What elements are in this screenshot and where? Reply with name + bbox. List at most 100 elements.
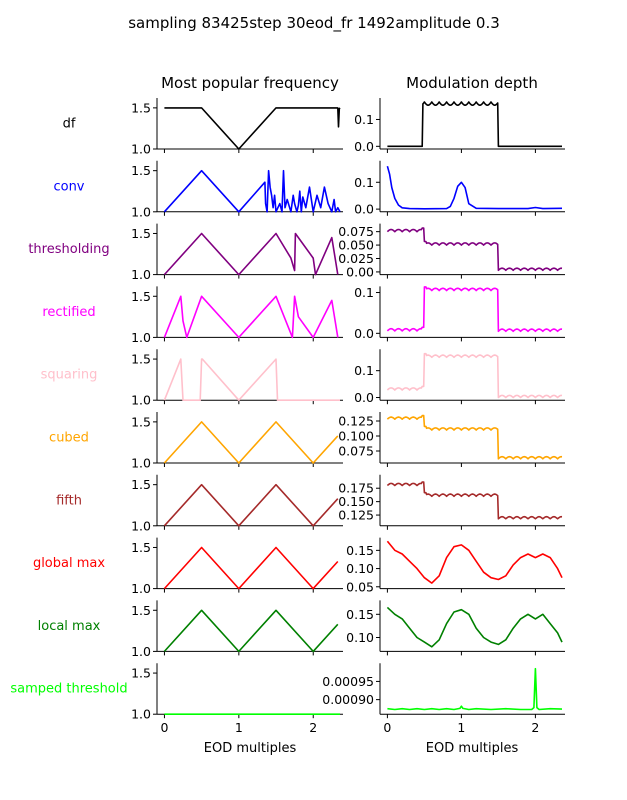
x-tick-label: 0 bbox=[160, 720, 168, 735]
right-panel-7: 0.05 0.10 0.15 bbox=[346, 537, 565, 594]
y-tick-label: 0.0 bbox=[354, 326, 374, 341]
y-tick-label: 1.0 bbox=[131, 707, 151, 722]
y-tick-label: 0.075 bbox=[338, 444, 374, 459]
y-tick-label: 1.5 bbox=[131, 540, 151, 555]
right-panel-3: 0.0 0.1 bbox=[354, 285, 565, 342]
left-panel-4: 1.0 1.5 bbox=[131, 349, 343, 408]
y-tick-label: 1.5 bbox=[131, 603, 151, 618]
y-tick-label: 1.5 bbox=[131, 352, 151, 367]
x-tick-label: 2 bbox=[531, 720, 539, 735]
left-panel-7: 1.0 1.5 bbox=[131, 537, 343, 596]
y-tick-label: 1.0 bbox=[131, 518, 151, 533]
y-tick-label: 1.5 bbox=[131, 414, 151, 429]
row-label: conv bbox=[53, 179, 84, 194]
right-column-title: Modulation depth bbox=[406, 74, 538, 92]
y-tick-label: 0.100 bbox=[338, 429, 374, 444]
row-label: squaring bbox=[41, 368, 98, 383]
y-tick-label: 1.5 bbox=[131, 477, 151, 492]
right-panel-1: 0.0 0.1 bbox=[354, 160, 565, 217]
right-panel-0: 0.0 0.1 bbox=[354, 98, 565, 154]
y-tick-label: 1.0 bbox=[131, 204, 151, 219]
left-column-title: Most popular frequency bbox=[161, 74, 339, 92]
left-panel-8: 1.0 1.5 bbox=[131, 600, 343, 659]
left-series-line bbox=[163, 609, 339, 653]
right-x-axis-label: EOD multiples bbox=[426, 741, 519, 756]
y-tick-label: 0.10 bbox=[346, 630, 374, 645]
row-label: fifth bbox=[56, 493, 82, 508]
left-panel-0: 1.0 1.5 bbox=[131, 98, 343, 157]
left-panel-3: 1.0 1.5 bbox=[131, 286, 343, 345]
left-series-line bbox=[163, 295, 339, 339]
y-tick-label: 0.0 bbox=[354, 390, 374, 405]
y-tick-label: 1.5 bbox=[131, 666, 151, 681]
y-tick-label: 0.1 bbox=[354, 112, 374, 127]
y-tick-label: 0.125 bbox=[338, 414, 374, 429]
left-panel-9: 1.0 1.5 0 1 2 bbox=[131, 663, 343, 735]
right-series-line bbox=[387, 667, 563, 711]
y-tick-label: 0.075 bbox=[338, 224, 374, 239]
x-tick-label: 1 bbox=[457, 720, 465, 735]
row-label: global max bbox=[33, 556, 105, 571]
y-tick-label: 0.125 bbox=[338, 508, 374, 523]
y-tick-label: 0.10 bbox=[346, 561, 374, 576]
left-panel-2: 1.0 1.5 bbox=[131, 223, 343, 282]
y-tick-label: 0.175 bbox=[338, 481, 374, 496]
y-tick-label: 1.0 bbox=[131, 393, 151, 408]
x-tick-label: 0 bbox=[383, 720, 391, 735]
y-tick-label: 0.1 bbox=[354, 175, 374, 190]
y-tick-label: 0.050 bbox=[338, 238, 374, 253]
y-tick-label: 0.15 bbox=[346, 543, 374, 558]
row-label: cubed bbox=[49, 431, 89, 446]
right-panel-8: 0.10 0.15 bbox=[346, 600, 565, 656]
left-series-line bbox=[164, 107, 341, 150]
left-x-axis-label: EOD multiples bbox=[204, 741, 297, 756]
y-tick-label: 0.05 bbox=[346, 579, 374, 594]
left-panel-6: 1.0 1.5 bbox=[131, 474, 343, 533]
right-series-line bbox=[386, 606, 563, 648]
right-series-line bbox=[386, 286, 563, 333]
left-series-line bbox=[163, 546, 339, 590]
y-tick-label: 1.5 bbox=[131, 226, 151, 241]
right-series-line bbox=[386, 227, 563, 272]
y-tick-label: 1.5 bbox=[131, 100, 151, 115]
figure-suptitle: sampling 83425step 30eod_fr 1492amplitud… bbox=[128, 14, 500, 33]
y-tick-label: 0.150 bbox=[338, 494, 374, 509]
left-series-line bbox=[163, 421, 339, 464]
y-tick-label: 0.025 bbox=[338, 251, 374, 266]
left-series-line bbox=[163, 232, 339, 276]
right-series-line bbox=[386, 352, 563, 399]
y-tick-label: 0.0 bbox=[354, 202, 374, 217]
row-label: samped threshold bbox=[10, 682, 127, 697]
y-tick-label: 1.0 bbox=[131, 330, 151, 345]
y-tick-label: 0.00095 bbox=[322, 674, 374, 689]
y-tick-label: 0.1 bbox=[354, 285, 374, 300]
row-label: df bbox=[63, 117, 76, 132]
y-tick-label: 0.1 bbox=[354, 363, 374, 378]
right-series-line bbox=[386, 414, 563, 460]
right-series-line bbox=[386, 540, 563, 584]
row-label: rectified bbox=[42, 305, 95, 320]
left-series-line bbox=[163, 483, 339, 527]
y-tick-label: 0.00090 bbox=[322, 692, 374, 707]
y-tick-label: 1.0 bbox=[131, 267, 151, 282]
right-panel-9: 0.00090 0.00095 0 1 2 bbox=[322, 663, 565, 735]
y-tick-label: 1.0 bbox=[131, 581, 151, 596]
y-tick-label: 1.0 bbox=[131, 644, 151, 659]
right-series-line bbox=[386, 481, 563, 520]
y-tick-label: 1.5 bbox=[131, 163, 151, 178]
y-tick-label: 0.00 bbox=[346, 264, 374, 279]
y-tick-label: 0.0 bbox=[354, 139, 374, 154]
y-tick-label: 1.0 bbox=[131, 142, 151, 157]
right-series-line bbox=[386, 165, 563, 210]
x-tick-label: 1 bbox=[235, 720, 243, 735]
y-tick-label: 1.0 bbox=[131, 456, 151, 471]
row-label: local max bbox=[38, 619, 101, 634]
right-panel-4: 0.0 0.1 bbox=[354, 349, 565, 405]
left-series-line bbox=[163, 169, 341, 213]
left-series-line bbox=[163, 358, 340, 402]
left-panel-5: 1.0 1.5 bbox=[131, 412, 343, 471]
